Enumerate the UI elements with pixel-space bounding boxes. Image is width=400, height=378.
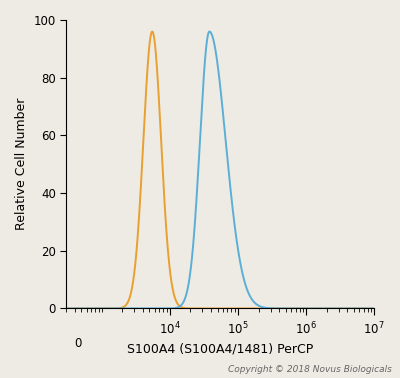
X-axis label: S100A4 (S100A4/1481) PerCP: S100A4 (S100A4/1481) PerCP — [127, 342, 313, 355]
Y-axis label: Relative Cell Number: Relative Cell Number — [15, 98, 28, 231]
Text: 0: 0 — [74, 337, 82, 350]
Text: Copyright © 2018 Novus Biologicals: Copyright © 2018 Novus Biologicals — [228, 365, 392, 374]
